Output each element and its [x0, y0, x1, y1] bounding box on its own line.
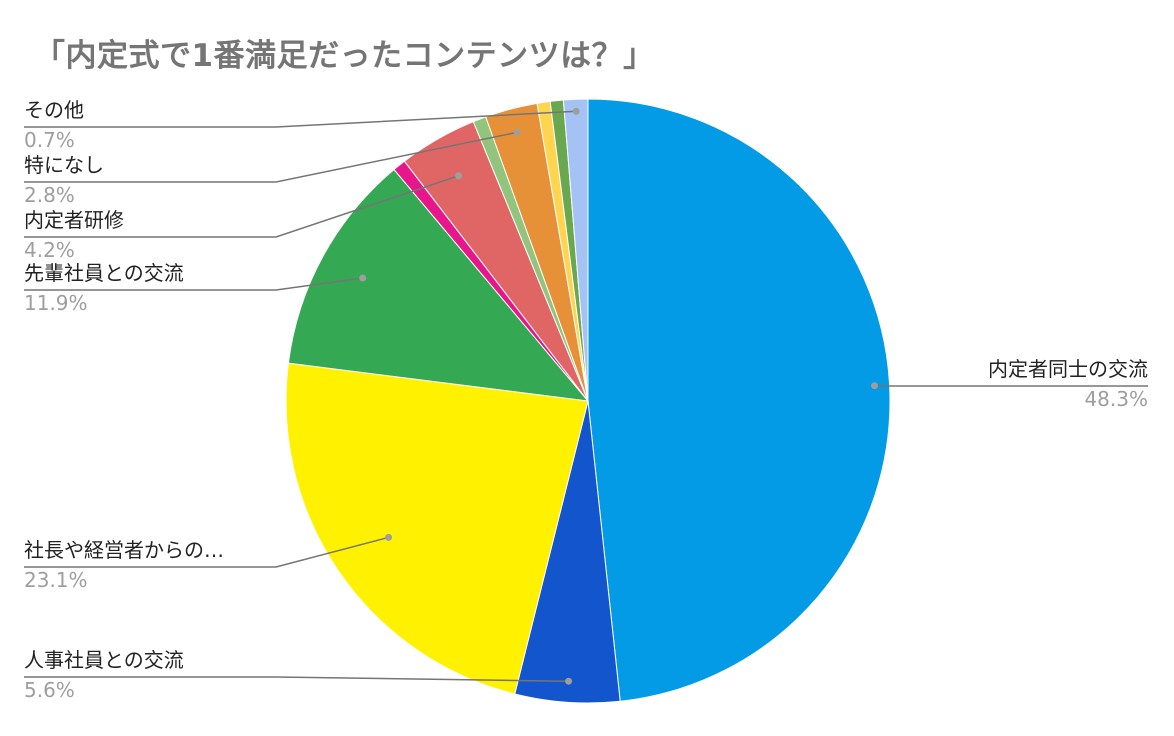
slice-percent-label: 4.2% — [24, 238, 75, 262]
slice-label: その他 — [24, 98, 84, 122]
leader-dot — [385, 533, 393, 541]
leader-dot — [455, 172, 463, 180]
slice-label: 内定者同士の交流 — [988, 357, 1148, 381]
slice-percent-label: 11.9% — [24, 291, 88, 315]
slice-label: 人事社員との交流 — [24, 648, 184, 672]
leader-line — [24, 536, 389, 568]
leader-line — [24, 131, 518, 183]
leader-dot — [871, 382, 878, 390]
pie-slice — [287, 168, 590, 402]
pie-slice — [562, 98, 589, 402]
slice-label: 特になし — [24, 153, 104, 177]
leader-line — [24, 110, 577, 128]
pie-slice — [285, 362, 589, 695]
leader-dot — [565, 677, 573, 685]
chart-title: 「内定式で1番満足だったコンテンツは？」 — [34, 38, 655, 74]
slice-percent-label: 0.7% — [24, 128, 75, 152]
leader-dot — [359, 274, 367, 282]
leader-line — [24, 175, 459, 238]
leader-dot — [572, 107, 580, 115]
slice-label: 内定者研修 — [24, 208, 124, 232]
slice-label: 先輩社員との交流 — [24, 261, 184, 285]
pie-slice — [587, 98, 891, 702]
leader-dot — [513, 128, 521, 136]
slice-percent-label: 2.8% — [24, 183, 75, 207]
leader-line — [24, 277, 363, 291]
slice-percent-label: 5.6% — [24, 678, 75, 702]
slice-label: 社長や経営者からの… — [24, 538, 224, 562]
leader-line — [24, 676, 569, 682]
slice-percent-label: 48.3% — [1084, 387, 1148, 411]
slice-percent-label: 23.1% — [24, 568, 88, 592]
